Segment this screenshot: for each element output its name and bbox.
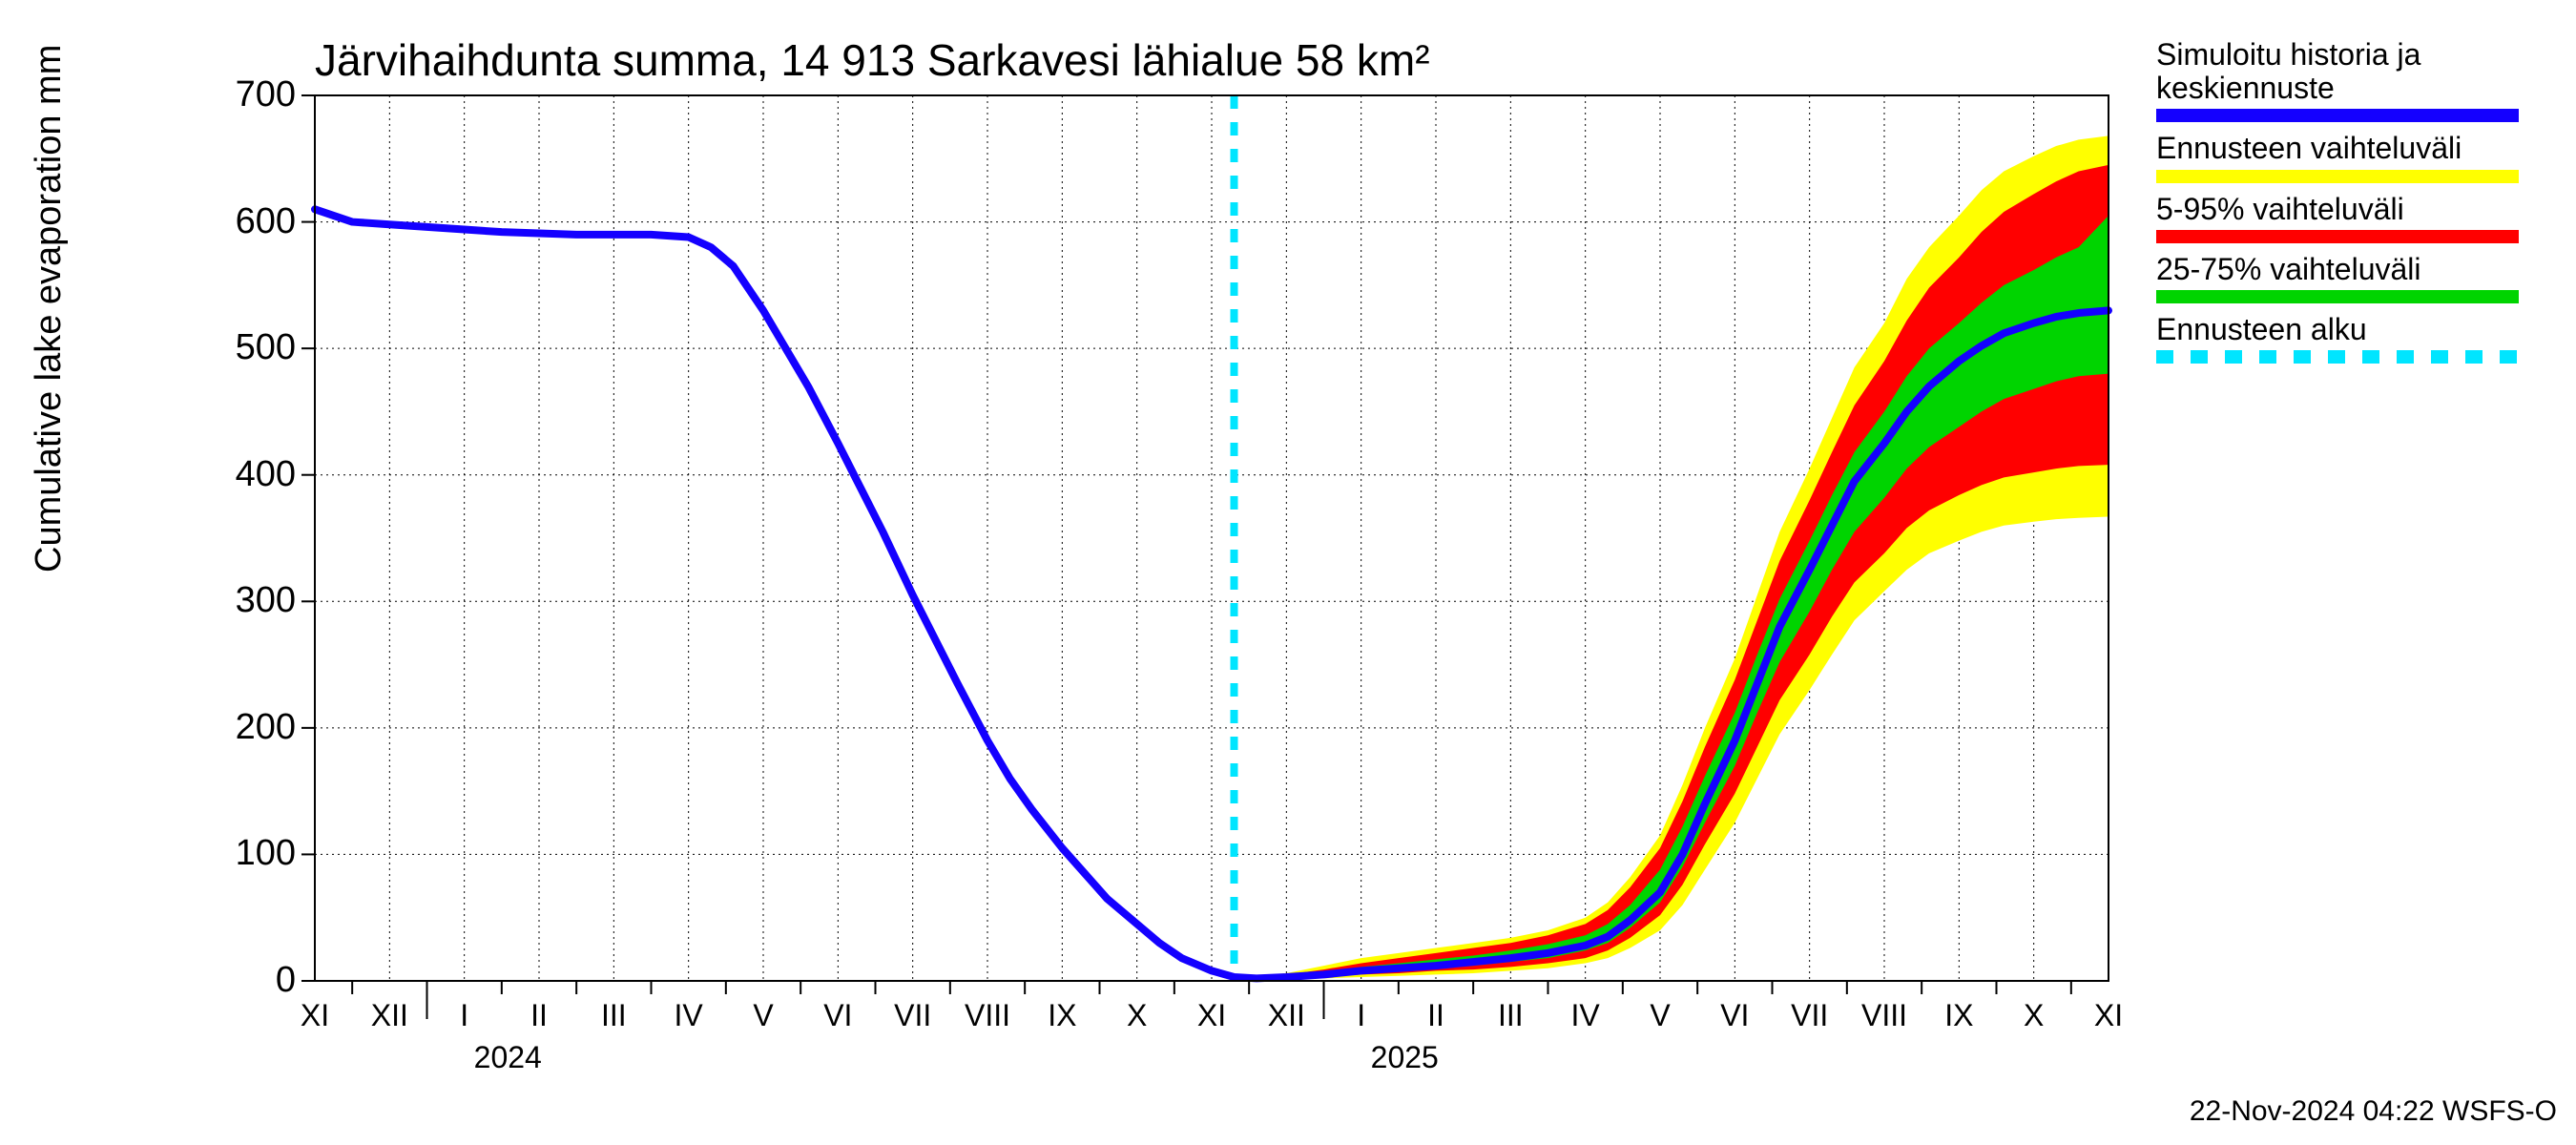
x-tick-label: XI: [2094, 998, 2123, 1033]
x-tick-label: I: [1357, 998, 1365, 1033]
legend-swatch: [2156, 230, 2519, 243]
x-tick-label: V: [753, 998, 773, 1033]
legend-entry: Ennusteen vaihteluväli: [2156, 132, 2557, 182]
x-tick-label: VI: [823, 998, 852, 1033]
x-tick-label: I: [460, 998, 468, 1033]
legend-entry: Ennusteen alku: [2156, 313, 2557, 364]
y-tick-label: 200: [191, 707, 296, 748]
legend-entry: 5-95% vaihteluväli: [2156, 193, 2557, 243]
y-tick-label: 300: [191, 580, 296, 621]
x-tick-label: XII: [1268, 998, 1305, 1033]
legend-label: Ennusteen alku: [2156, 313, 2557, 346]
y-tick-label: 600: [191, 201, 296, 242]
x-tick-label: VII: [894, 998, 931, 1033]
x-tick-label: X: [1127, 998, 1147, 1033]
year-label: 2025: [1371, 1040, 1439, 1075]
y-tick-label: 400: [191, 454, 296, 495]
footer-text: 22-Nov-2024 04:22 WSFS-O: [2190, 1095, 2557, 1128]
x-tick-label: VIII: [965, 998, 1010, 1033]
y-tick-label: 0: [191, 960, 296, 1001]
y-tick-label: 100: [191, 833, 296, 874]
x-tick-label: III: [601, 998, 627, 1033]
x-tick-label: VII: [1791, 998, 1828, 1033]
legend-entry: Simuloitu historia ja keskiennuste: [2156, 38, 2557, 122]
x-tick-label: IV: [1571, 998, 1600, 1033]
legend-entry: 25-75% vaihteluväli: [2156, 253, 2557, 303]
legend-label: 5-95% vaihteluväli: [2156, 193, 2557, 226]
legend-label: 25-75% vaihteluväli: [2156, 253, 2557, 286]
legend-label: Ennusteen vaihteluväli: [2156, 132, 2557, 165]
x-tick-label: II: [1427, 998, 1444, 1033]
legend-label: Simuloitu historia ja keskiennuste: [2156, 38, 2557, 105]
x-tick-label: VIII: [1861, 998, 1907, 1033]
legend-swatch: [2156, 170, 2519, 183]
legend: Simuloitu historia ja keskiennuste Ennust…: [2156, 38, 2557, 373]
x-tick-label: VI: [1720, 998, 1749, 1033]
legend-swatch: [2156, 350, 2519, 364]
legend-swatch: [2156, 109, 2519, 122]
x-tick-label: X: [2024, 998, 2044, 1033]
x-tick-label: III: [1498, 998, 1524, 1033]
legend-swatch: [2156, 290, 2519, 303]
y-tick-label: 700: [191, 74, 296, 115]
x-tick-label: XI: [301, 998, 329, 1033]
chart-container: Cumulative lake evaporation mm Järvihaih…: [0, 0, 2576, 1145]
x-tick-label: II: [530, 998, 548, 1033]
y-tick-label: 500: [191, 327, 296, 368]
x-tick-label: XI: [1197, 998, 1226, 1033]
x-tick-label: V: [1650, 998, 1670, 1033]
x-tick-label: XII: [371, 998, 408, 1033]
x-tick-label: IX: [1048, 998, 1076, 1033]
x-tick-label: IV: [675, 998, 703, 1033]
x-tick-label: IX: [1944, 998, 1973, 1033]
year-label: 2024: [474, 1040, 542, 1075]
